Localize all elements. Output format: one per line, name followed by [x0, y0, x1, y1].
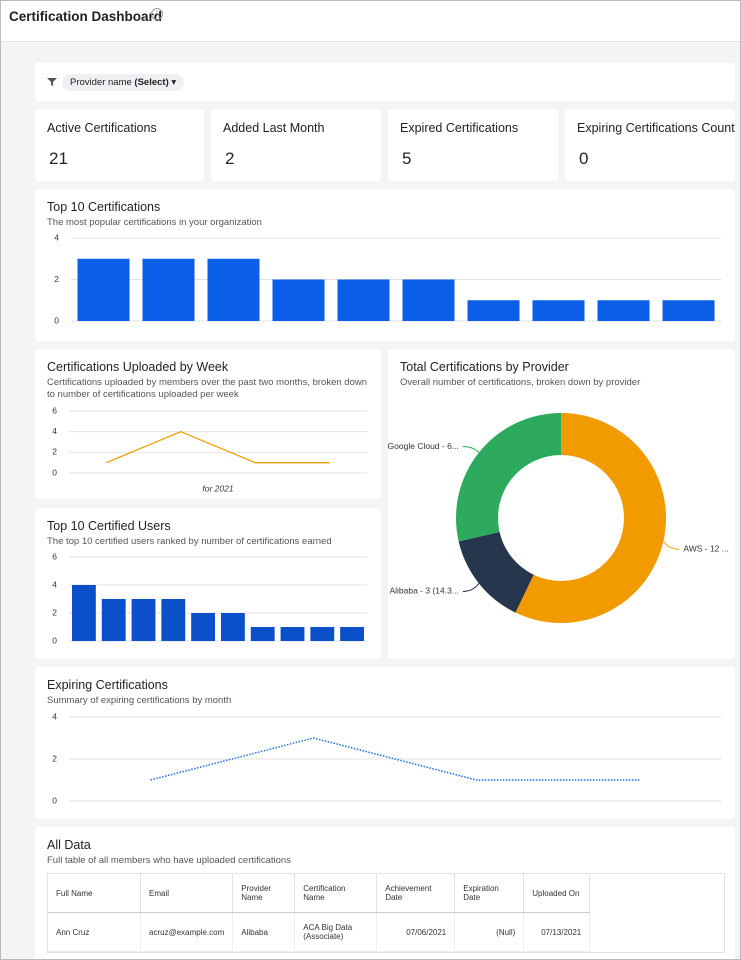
column-header: Achievement Date [376, 874, 456, 913]
card-subtitle: Full table of all members who have uploa… [47, 855, 291, 866]
table-cell: Alibaba [232, 912, 296, 952]
kpi-value: 2 [225, 149, 235, 168]
column-header: Full Name [48, 874, 141, 913]
table-cell: acruz@example.com [140, 912, 234, 952]
kpi-card: Expiring Certifications Count 0 [565, 109, 735, 181]
card-subtitle: The most popular certifications in your … [47, 217, 262, 228]
kpi-label: Added Last Month [223, 121, 325, 135]
card: Expiring Certifications Summary of expiri… [35, 667, 735, 819]
column-header: Certification Name [294, 874, 378, 913]
table-cell: 07/13/2021 [523, 912, 591, 952]
header-row: Full Name Email Provider Name Certification… [48, 874, 591, 913]
card: Certifications Uploaded by Week Certifica… [35, 349, 381, 499]
info-icon[interactable]: i [151, 8, 163, 20]
table-wrap: Full Name Email Provider Name Certification… [47, 873, 725, 953]
page-title: Certification Dashboard [9, 9, 163, 24]
table-card: All Data Full table of all members who ha… [35, 827, 735, 959]
column-header: Expiration Date [454, 874, 525, 913]
kpi-value: 21 [49, 149, 68, 168]
card-subtitle: Certifications uploaded by members over … [47, 377, 367, 400]
filter-icon [47, 78, 57, 86]
column-header: Email [140, 874, 234, 913]
card: Top 10 Certified Users The top 10 certifi… [35, 508, 381, 659]
card-title: Total Certifications by Provider [400, 360, 569, 374]
filter-bar: Provider name (Select) ▾ [35, 63, 735, 101]
table-cell: Ann Cruz [48, 912, 141, 952]
card-title: Certifications Uploaded by Week [47, 360, 229, 374]
card-title: Top 10 Certified Users [47, 519, 171, 533]
table-cell: ACA Big Data (Associate) [294, 912, 378, 952]
data-table: Full Name Email Provider Name Certification… [48, 874, 591, 952]
table-cell: (Null) [454, 912, 525, 952]
column-header: Provider Name [232, 874, 296, 913]
table-cell: 07/06/2021 [376, 912, 456, 952]
card-subtitle: Summary of expiring certifications by mo… [47, 695, 232, 706]
card-title: Top 10 Certifications [47, 200, 161, 214]
kpi-card: Active Certifications 21 [35, 109, 204, 181]
kpi-value: 0 [579, 149, 589, 168]
card-subtitle: Overall number of certifications, broken… [400, 377, 641, 388]
card: Top 10 Certifications The most popular ce… [35, 189, 735, 341]
kpi-card: Added Last Month 2 [211, 109, 381, 181]
card-title: Expiring Certifications [47, 678, 168, 692]
filter-value: (Select) [134, 77, 169, 88]
table-row: Ann Cruz acruz@example.com Alibaba ACA Big … [48, 912, 591, 952]
kpi-label: Expiring Certifications Count [577, 121, 735, 135]
kpi-label: Active Certifications [47, 121, 157, 135]
filter-label: Provider name [70, 77, 132, 88]
kpi-value: 5 [402, 149, 412, 168]
column-header: Uploaded On [523, 874, 591, 913]
filter-chip[interactable]: Provider name (Select) ▾ [62, 74, 185, 91]
header: Certification Dashboard i [1, 1, 740, 42]
kpi-card: Expired Certifications 5 [388, 109, 558, 181]
card-subtitle: The top 10 certified users ranked by num… [47, 536, 332, 547]
card: Total Certifications by Provider Overall … [388, 349, 735, 659]
kpi-label: Expired Certifications [400, 121, 519, 135]
card-title: All Data [47, 838, 91, 852]
